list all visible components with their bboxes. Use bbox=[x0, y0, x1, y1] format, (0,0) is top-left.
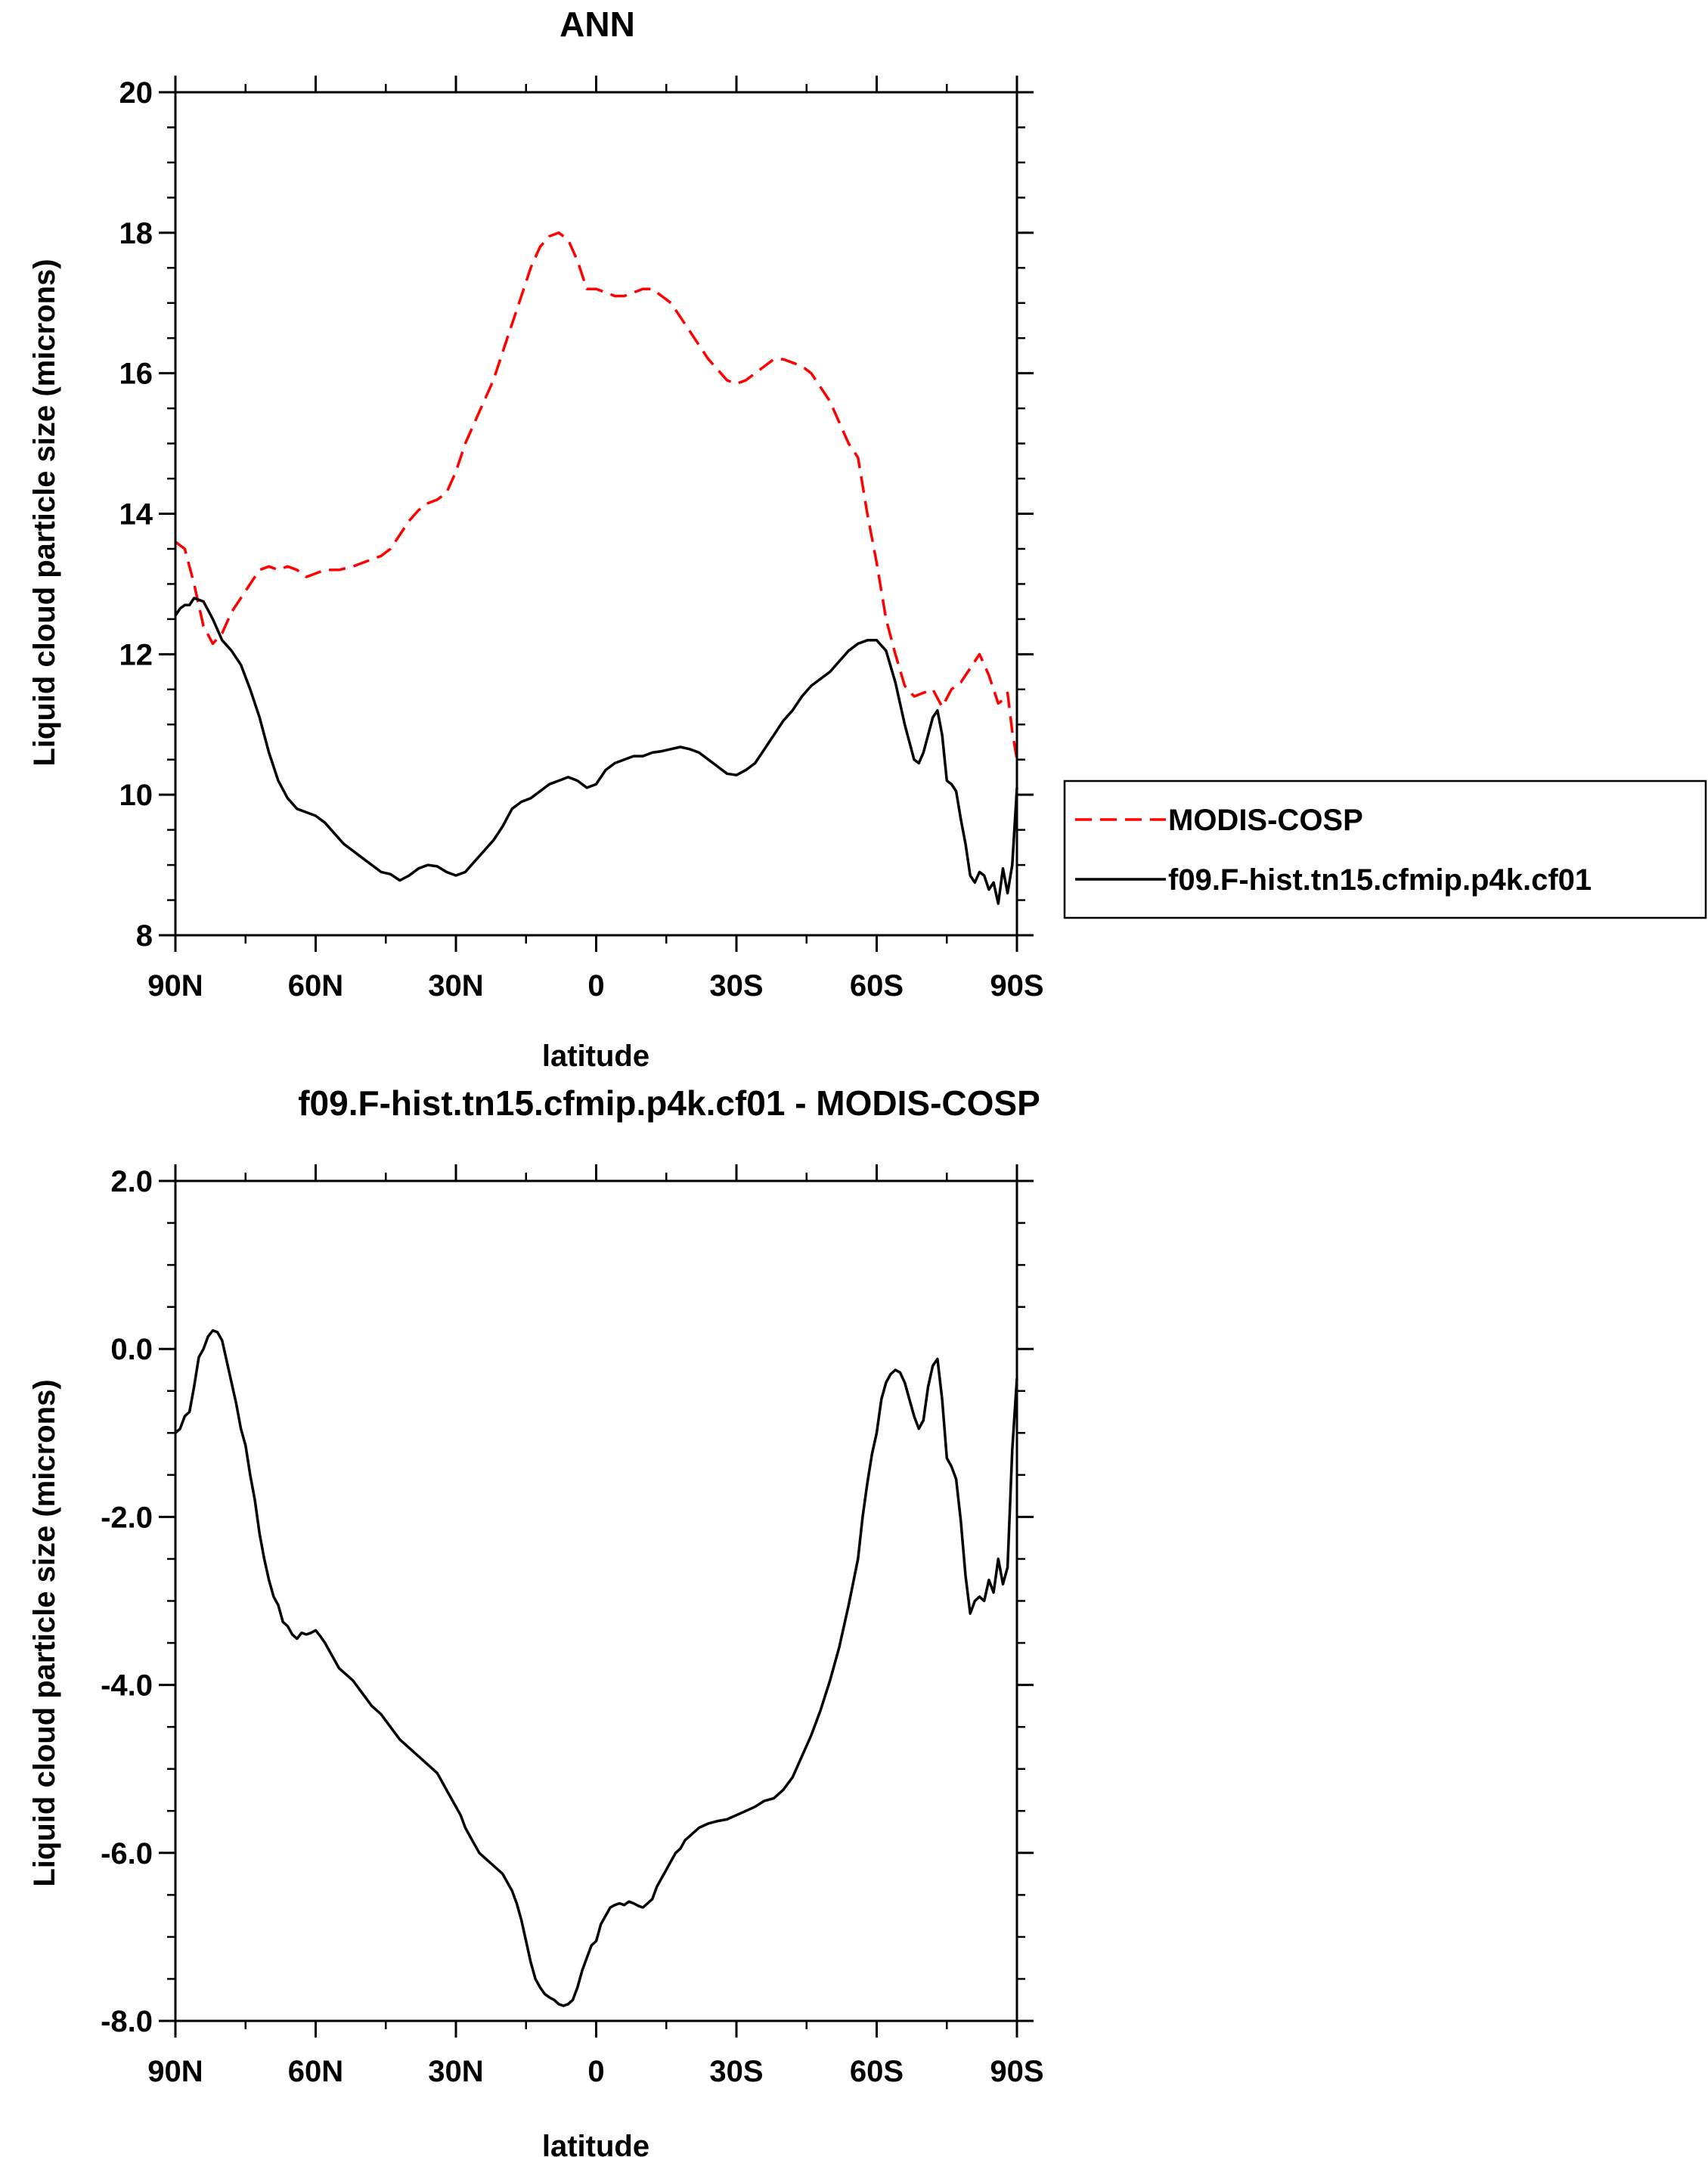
panel-bottom: f09.F-hist.tn15.cfmip.p4k.cf01 - MODIS-C… bbox=[28, 1083, 1044, 2157]
top-plot-frame bbox=[174, 91, 1018, 937]
bottom-series-line-1 bbox=[174, 1329, 1018, 2007]
bottom-x-tick-label: 60N bbox=[288, 2055, 343, 2088]
bottom-y-tick-label: -2.0 bbox=[101, 1501, 153, 1534]
top-y-axis-label: Liquid cloud particle size (microns) bbox=[28, 259, 61, 766]
top-x-tick-label: 90N bbox=[147, 969, 203, 1003]
bottom-plot-area: 2.0 0.0 -2.0 -4.0 -6.0 -8.0 90N 60N 30N 0 30S 60S 90… bbox=[101, 1164, 1044, 2088]
bottom-y-tick-label: -4.0 bbox=[101, 1669, 153, 1703]
top-y-tick-label: 18 bbox=[119, 217, 153, 250]
top-x-tick-label: 60N bbox=[288, 969, 343, 1003]
bottom-chart-title: f09.F-hist.tn15.cfmip.p4k.cf01 - MODIS-C… bbox=[298, 1083, 1040, 1123]
top-x-tick-label: 0 bbox=[587, 969, 604, 1003]
top-y-tick-label: 8 bbox=[136, 919, 153, 953]
legend-label-model: f09.F-hist.tn15.cfmip.p4k.cf01 bbox=[1168, 863, 1592, 897]
top-x-axis-label: latitude bbox=[542, 1040, 649, 1073]
top-x-tick-label: 30N bbox=[428, 969, 483, 1003]
bottom-x-tick-label: 30S bbox=[709, 2055, 763, 2088]
top-series-line-2 bbox=[174, 597, 1018, 905]
bottom-y-axis-label: Liquid cloud particle size (microns) bbox=[28, 1379, 61, 1886]
top-x-tick-label: 60S bbox=[850, 969, 904, 1003]
bottom-x-tick-label: 0 bbox=[587, 2055, 604, 2088]
legend: MODIS-COSP f09.F-hist.tn15.cfmip.p4k.cf0… bbox=[1063, 779, 1707, 919]
panel-top: ANN Liquid cloud particle size (microns)… bbox=[28, 5, 1707, 1073]
top-x-tick-label: 90S bbox=[990, 969, 1043, 1003]
top-y-tick-label: 12 bbox=[119, 638, 153, 671]
bottom-y-tick-label: 2.0 bbox=[110, 1165, 153, 1198]
bottom-y-tick-label: 0.0 bbox=[110, 1333, 153, 1366]
bottom-y-tick-label: -6.0 bbox=[101, 1837, 153, 1870]
top-series-line-1 bbox=[174, 231, 1018, 760]
top-plot-area: 20 18 16 14 12 10 8 90N 60N 30N 0 30S 60S 90S bbox=[119, 76, 1044, 1003]
bottom-x-tick-label: 30N bbox=[428, 2055, 483, 2088]
bottom-x-tick-label: 90S bbox=[990, 2055, 1043, 2088]
top-x-tick-label: 30S bbox=[709, 969, 763, 1003]
top-chart-title: ANN bbox=[560, 5, 635, 44]
top-y-tick-label: 10 bbox=[119, 779, 153, 812]
bottom-x-tick-label: 60S bbox=[850, 2055, 904, 2088]
bottom-plot-frame bbox=[174, 1179, 1018, 2022]
top-y-tick-label: 16 bbox=[119, 358, 153, 391]
legend-box bbox=[1063, 779, 1707, 919]
bottom-x-axis-label: latitude bbox=[542, 2130, 649, 2157]
top-y-tick-label: 20 bbox=[119, 76, 153, 110]
top-y-tick-label: 14 bbox=[119, 498, 153, 532]
bottom-x-tick-label: 90N bbox=[147, 2055, 203, 2088]
bottom-y-tick-label: -8.0 bbox=[101, 2005, 153, 2038]
legend-label-modis-cosp: MODIS-COSP bbox=[1168, 804, 1363, 837]
